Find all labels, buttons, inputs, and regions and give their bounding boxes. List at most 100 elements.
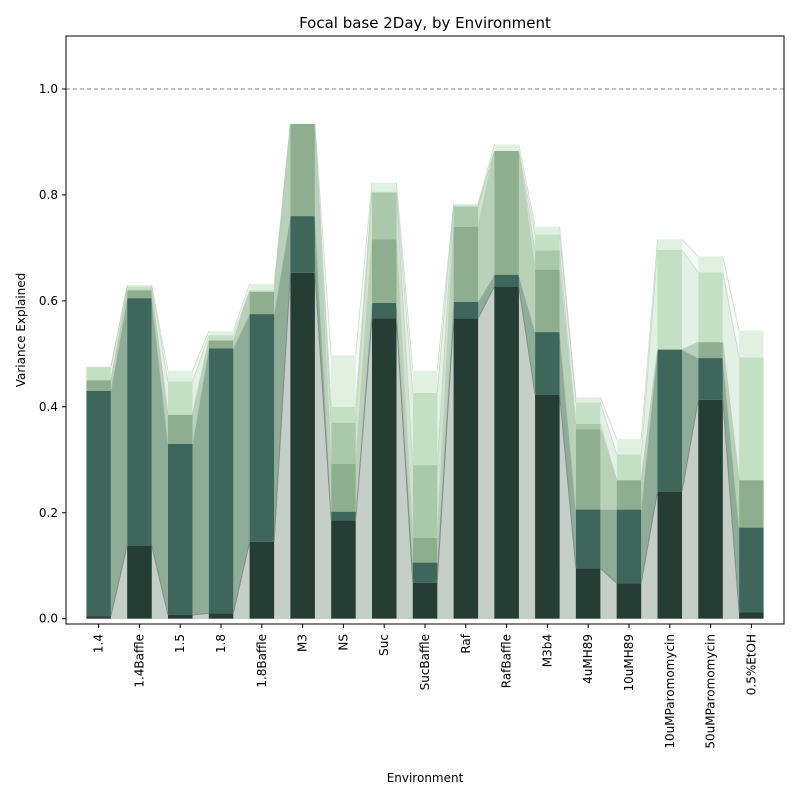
connector-fill bbox=[192, 340, 209, 619]
bar-segment bbox=[494, 274, 519, 287]
bar-segment bbox=[739, 479, 764, 481]
bar-segment bbox=[657, 250, 682, 350]
connector-fill bbox=[274, 272, 291, 619]
connector-line bbox=[314, 272, 332, 521]
connector-fill bbox=[233, 291, 250, 619]
x-tick-label: RafBaffle bbox=[500, 634, 514, 688]
bar-segment bbox=[657, 349, 682, 492]
connector-line bbox=[151, 286, 169, 382]
connector-line bbox=[110, 289, 128, 380]
bar-segment bbox=[208, 340, 234, 341]
connector-line bbox=[722, 342, 740, 480]
bar-segment bbox=[575, 423, 601, 430]
bar-segment bbox=[616, 480, 642, 510]
connector-fill bbox=[600, 402, 617, 619]
x-tick-label: M3b4 bbox=[540, 634, 554, 667]
x-tick-label: 1.4Baffle bbox=[132, 634, 146, 688]
connector-fill bbox=[192, 335, 209, 619]
connector-line bbox=[192, 612, 209, 616]
bar-segment bbox=[535, 234, 560, 251]
bar-segment bbox=[575, 509, 601, 569]
bar-segment bbox=[86, 380, 111, 391]
connector-line bbox=[436, 318, 455, 583]
bar-segment bbox=[535, 250, 560, 270]
bar-segment bbox=[372, 191, 397, 193]
connector-line bbox=[600, 397, 618, 440]
connector-line bbox=[396, 182, 414, 371]
bar-segment bbox=[494, 144, 519, 151]
x-tick-label: 10uMParomomycin bbox=[663, 634, 677, 749]
bar-segment bbox=[739, 612, 764, 619]
bar-segment bbox=[249, 283, 275, 291]
connector-line bbox=[396, 192, 414, 466]
connector-fill bbox=[396, 318, 413, 619]
bar-segment bbox=[331, 520, 356, 619]
connector-line bbox=[273, 123, 291, 284]
connector-line bbox=[681, 349, 699, 359]
connector-line bbox=[477, 274, 495, 303]
y-tick-label: 0.8 bbox=[39, 188, 58, 202]
bar-segment bbox=[249, 290, 275, 292]
bar-segment bbox=[575, 568, 601, 619]
bar-segment bbox=[208, 335, 234, 341]
bar-segment bbox=[453, 301, 479, 319]
bar-segment bbox=[412, 562, 438, 583]
bar-segment bbox=[453, 206, 479, 227]
bar-segment bbox=[249, 541, 275, 619]
connector-line bbox=[395, 318, 414, 583]
bar-segment bbox=[412, 393, 438, 465]
bar-segment bbox=[127, 285, 152, 287]
connector-line bbox=[681, 399, 699, 492]
bar-segment bbox=[208, 340, 234, 349]
connector-line bbox=[436, 203, 454, 371]
connector-line bbox=[722, 272, 740, 358]
connector-fill bbox=[559, 394, 576, 619]
connector-line bbox=[110, 545, 128, 617]
bar-segment bbox=[331, 406, 356, 423]
connector-line bbox=[600, 568, 618, 584]
bar-segment bbox=[739, 527, 764, 613]
connector-fill bbox=[110, 298, 128, 619]
connector-line bbox=[477, 286, 495, 319]
connector-line bbox=[436, 301, 454, 563]
connector-line bbox=[151, 289, 169, 415]
bar-segment bbox=[698, 272, 723, 343]
bar-segment bbox=[412, 537, 438, 563]
connector-line bbox=[273, 216, 291, 315]
connector-line bbox=[273, 272, 291, 542]
x-tick-label: 10uMH89 bbox=[622, 634, 636, 692]
bar-segment bbox=[249, 314, 275, 542]
connector-fill bbox=[151, 289, 168, 619]
x-axis: 1.4 1.4Baffle 1.5 1.8 1.8Baffle M3 NS Suc SucBaf… bbox=[92, 624, 758, 749]
bar-segment bbox=[331, 422, 356, 464]
connector-line bbox=[232, 541, 251, 614]
y-tick-label: 0.4 bbox=[39, 400, 58, 414]
connector-fill bbox=[192, 331, 209, 619]
bar-segment bbox=[372, 303, 397, 319]
connector-fill bbox=[233, 290, 250, 619]
connector-line bbox=[559, 394, 577, 569]
bar-segment bbox=[168, 370, 193, 382]
connector-line bbox=[477, 144, 495, 205]
bar-segment bbox=[616, 479, 642, 481]
connector-line bbox=[396, 302, 414, 563]
chart-title: Focal base 2Day, by Environment bbox=[299, 14, 551, 32]
connector-line bbox=[518, 144, 536, 227]
x-tick-label: 1.4 bbox=[92, 634, 106, 653]
bar-segment bbox=[372, 239, 397, 303]
bar-segment bbox=[698, 358, 723, 400]
connector-line bbox=[436, 205, 454, 394]
connector-line bbox=[436, 206, 454, 466]
connector-line bbox=[640, 249, 658, 455]
connector-line bbox=[355, 302, 373, 512]
bar-segment bbox=[657, 239, 682, 250]
connector-line bbox=[151, 545, 169, 616]
connector-line bbox=[192, 335, 210, 382]
x-tick-label: Suc bbox=[377, 634, 391, 656]
connector-line bbox=[559, 332, 577, 510]
x-tick-label: 50uMParomomycin bbox=[704, 634, 718, 749]
connector-line bbox=[192, 348, 210, 444]
bar-segment bbox=[535, 269, 560, 333]
connector-line bbox=[559, 269, 577, 430]
bar-segment bbox=[698, 399, 723, 619]
